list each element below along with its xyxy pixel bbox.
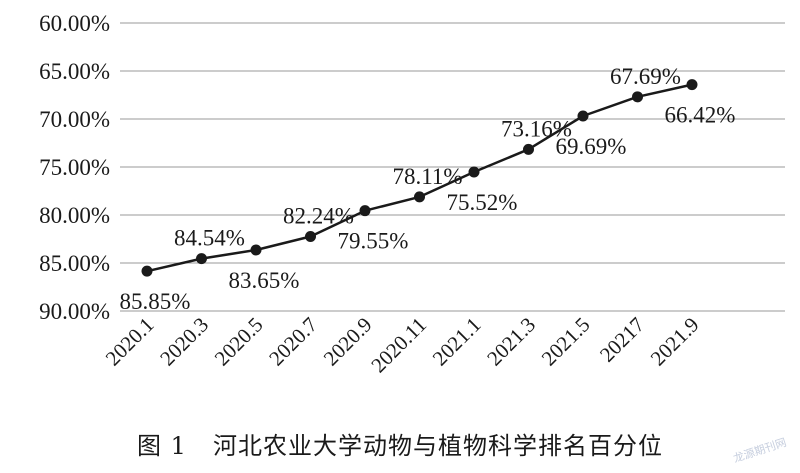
- data-points: [141, 79, 698, 277]
- gridlines: [120, 22, 785, 312]
- data-label: 66.42%: [665, 103, 736, 128]
- y-tick-label: 60.00%: [39, 11, 110, 36]
- data-label: 78.11%: [392, 164, 462, 189]
- data-point: [141, 265, 153, 277]
- x-tick-label: 2020.3: [155, 313, 213, 371]
- data-point: [414, 191, 425, 203]
- y-tick-label: 90.00%: [39, 299, 110, 324]
- data-labels: 85.85% 84.54% 83.65% 82.24%79.55% 78.11%75.5…: [120, 64, 736, 314]
- y-tick-label: 80.00%: [39, 203, 110, 228]
- data-point: [577, 110, 589, 122]
- x-tick-label: 2020.5: [210, 313, 268, 371]
- data-label: 82.24%: [283, 204, 354, 229]
- data-point: [686, 79, 698, 91]
- y-tick-label: 75.00%: [39, 155, 110, 180]
- data-label: 67.69%: [610, 64, 681, 89]
- data-label: 79.55%: [338, 229, 409, 254]
- data-label: 83.65%: [229, 268, 300, 293]
- data-point: [305, 231, 316, 243]
- x-tick-label: 2021.5: [537, 313, 595, 371]
- figure-caption-text: 河北农业大学动物与植物科学排名百分位: [212, 431, 663, 460]
- data-label: 84.54%: [174, 226, 245, 251]
- x-tick-label: 2020.7: [264, 313, 322, 371]
- data-point: [468, 166, 480, 178]
- data-label: 73.16%: [501, 116, 572, 141]
- data-label: 85.85%: [120, 289, 191, 314]
- x-tick-label: 20217: [595, 313, 649, 367]
- x-tick-label: 2020.11: [366, 313, 431, 378]
- x-axis-tick-labels: 2020.12020.32020.52020.72020.92020.11202…: [101, 313, 704, 378]
- data-point: [632, 91, 643, 103]
- x-tick-label: 2021.3: [482, 313, 540, 371]
- data-point: [359, 205, 371, 217]
- y-tick-label: 70.00%: [39, 107, 110, 132]
- data-point: [523, 143, 534, 155]
- data-label: 75.52%: [447, 190, 518, 215]
- figure-number: 图 1: [137, 431, 187, 460]
- data-label: 69.69%: [556, 134, 627, 159]
- data-point: [250, 244, 262, 256]
- x-tick-label: 2021.1: [428, 313, 486, 371]
- data-point: [196, 253, 207, 265]
- y-tick-label: 65.00%: [39, 59, 110, 84]
- x-tick-label: 2021.9: [646, 313, 704, 371]
- figure-caption: 图 1 河北农业大学动物与植物科学排名百分位: [0, 423, 800, 463]
- y-tick-label: 85.00%: [39, 251, 110, 276]
- y-axis-tick-labels: 60.00% 65.00% 70.00% 75.00% 80.00% 85.00% 90.0…: [39, 11, 110, 324]
